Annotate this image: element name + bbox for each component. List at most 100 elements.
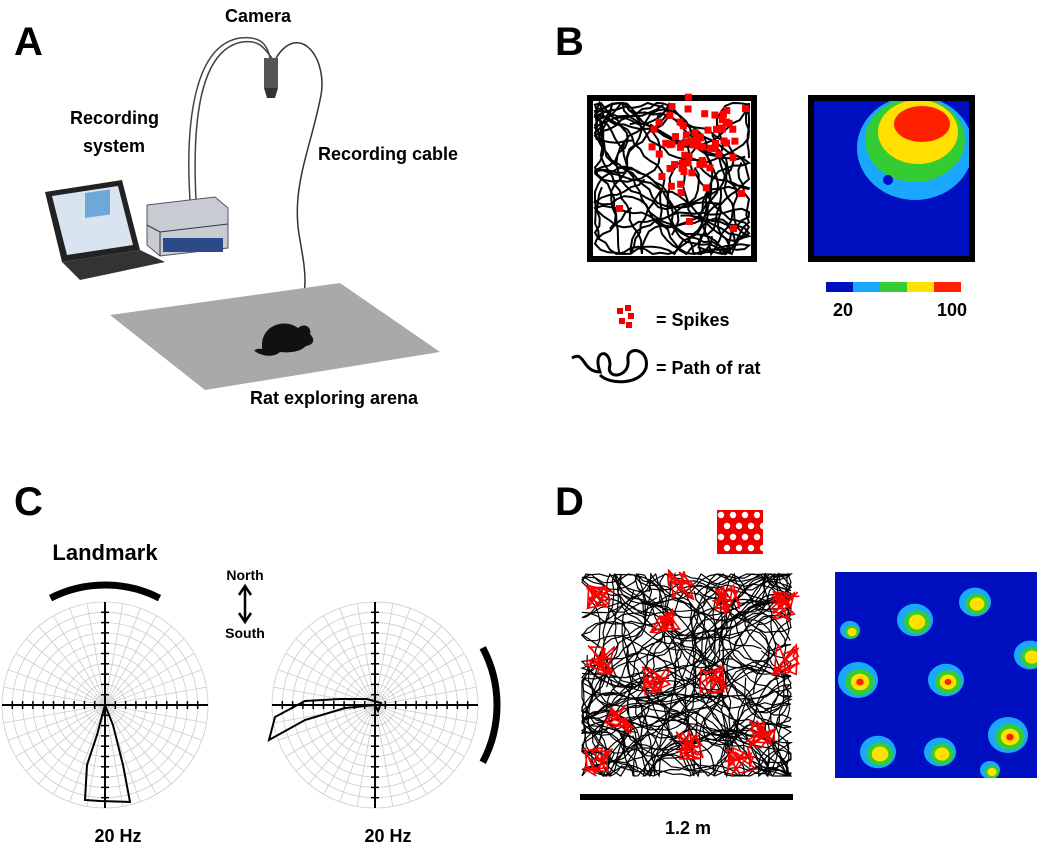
south-label: South xyxy=(225,625,265,641)
polar-plots xyxy=(2,585,497,808)
camera-label: Camera xyxy=(225,6,292,26)
recording-cable xyxy=(276,43,322,325)
spike xyxy=(711,112,718,119)
landmark-arc xyxy=(483,648,497,763)
pattern-dot xyxy=(742,534,748,540)
page: A Camera Recordingsystem Recording cable… xyxy=(0,0,1037,852)
panel-label: D xyxy=(555,480,584,524)
pattern-dot xyxy=(742,512,748,518)
display-plot xyxy=(85,190,110,219)
panel-label: C xyxy=(14,480,43,524)
direction-arrow xyxy=(239,586,251,622)
spike xyxy=(691,141,698,148)
spike xyxy=(731,138,738,145)
pattern-dot xyxy=(724,545,730,551)
spike xyxy=(678,141,685,148)
spike xyxy=(667,165,674,172)
heat-hole xyxy=(883,175,893,185)
spike xyxy=(729,126,736,133)
spike xyxy=(666,112,673,119)
panel-label: B xyxy=(555,20,584,64)
spike xyxy=(721,137,728,144)
path-legend: = Path of rat xyxy=(656,358,761,378)
spike xyxy=(649,143,656,150)
colorbar-label: 20 xyxy=(833,300,853,320)
system-label: Recordingsystem xyxy=(70,108,159,156)
spikes-legend: = Spikes xyxy=(656,310,730,330)
colorbar xyxy=(853,282,880,292)
spike xyxy=(719,126,726,133)
box-front xyxy=(163,238,223,252)
heatmap xyxy=(811,96,973,259)
pattern-dot xyxy=(718,534,724,540)
pattern-dot xyxy=(736,545,742,551)
camera-lens xyxy=(264,88,278,98)
pattern-dot xyxy=(760,523,766,529)
spike-cluster xyxy=(641,667,670,695)
spike xyxy=(723,119,730,126)
rate-scale: 20 Hz xyxy=(364,826,411,846)
heatmap xyxy=(835,572,1037,779)
spike xyxy=(679,160,686,167)
spike xyxy=(708,145,715,152)
pattern-dot xyxy=(736,523,742,529)
spike xyxy=(730,225,737,232)
pattern-dot xyxy=(754,512,760,518)
pattern-dot xyxy=(730,512,736,518)
spike xyxy=(678,189,685,196)
spike xyxy=(703,184,710,191)
spike xyxy=(700,161,707,168)
heat-level xyxy=(945,679,952,685)
heat-level xyxy=(894,106,950,142)
spike xyxy=(669,140,676,147)
spike xyxy=(669,103,676,110)
spike xyxy=(677,181,684,188)
figure: A Camera Recordingsystem Recording cable… xyxy=(0,0,1037,852)
landmark-label: Landmark xyxy=(52,540,158,565)
spike xyxy=(705,127,712,134)
pattern-dot xyxy=(718,512,724,518)
colorbar xyxy=(907,282,934,292)
pattern-dot xyxy=(724,523,730,529)
spike xyxy=(668,183,675,190)
spike xyxy=(685,106,692,113)
heat-level xyxy=(872,747,889,762)
spike xyxy=(729,154,736,161)
heat-level xyxy=(970,597,985,610)
heat-level xyxy=(935,747,950,760)
cable xyxy=(189,38,270,200)
colorbar xyxy=(934,282,961,292)
path-icon xyxy=(572,351,646,382)
heat-level xyxy=(909,615,926,630)
colorbar xyxy=(826,282,853,292)
spike xyxy=(701,110,708,117)
rate-scale: 20 Hz xyxy=(94,826,141,846)
spike xyxy=(656,119,663,126)
spike xyxy=(616,205,623,212)
spike-cluster xyxy=(771,592,799,620)
north-label: North xyxy=(226,567,263,583)
pattern-dot xyxy=(760,545,766,551)
spike xyxy=(715,151,722,158)
heat-level xyxy=(987,768,996,776)
spike xyxy=(656,151,663,158)
spike xyxy=(672,133,679,140)
spike xyxy=(688,169,695,176)
spike xyxy=(723,107,730,114)
spike xyxy=(683,131,690,138)
spike-icon xyxy=(617,305,634,328)
colorbar xyxy=(880,282,907,292)
spike xyxy=(650,126,657,133)
scale-label: 1.2 m xyxy=(665,818,711,838)
camera xyxy=(264,58,278,88)
spike xyxy=(713,126,720,133)
spike xyxy=(677,119,684,126)
spike xyxy=(662,140,669,147)
spike xyxy=(686,218,693,225)
heat-level xyxy=(856,679,864,686)
heat-level xyxy=(1006,734,1014,741)
spike xyxy=(738,190,745,197)
heat-level xyxy=(847,628,856,636)
spike xyxy=(681,152,688,159)
spike-cluster xyxy=(726,748,755,775)
